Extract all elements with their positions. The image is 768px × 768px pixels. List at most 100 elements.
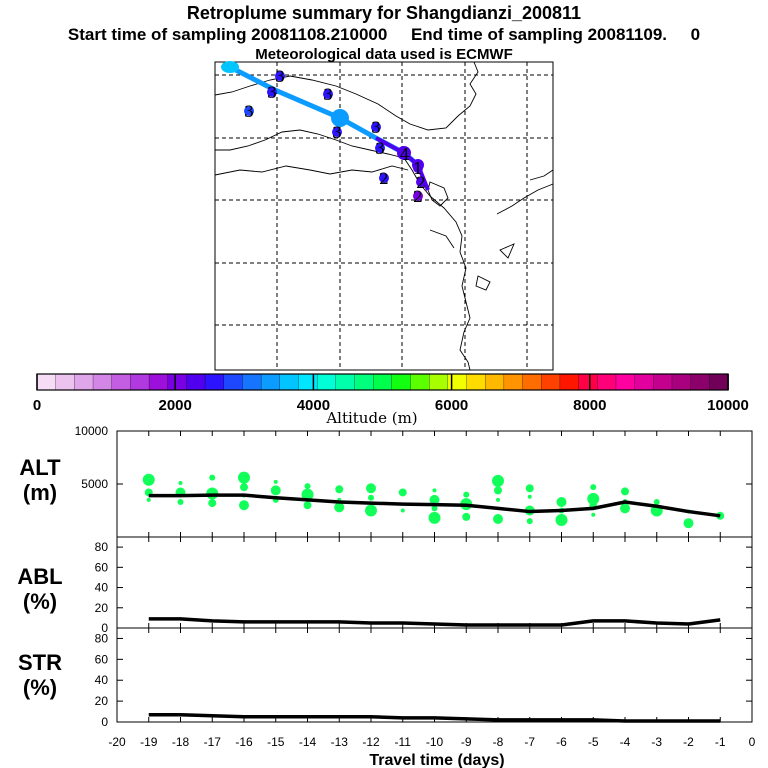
map-marker: 1 <box>413 159 423 178</box>
map-marker-dot <box>400 149 410 159</box>
colorbar-cell <box>167 373 188 391</box>
x-tick-label: -18 <box>172 735 190 749</box>
map-marker-dot <box>332 127 342 137</box>
altitude-point <box>208 499 217 508</box>
y-tick-label: 20 <box>95 694 109 708</box>
altitude-point <box>525 484 534 493</box>
panel-alt: 5000 10000 ALT(m) <box>19 424 753 538</box>
altitude-point <box>432 488 437 493</box>
panel-abl: 0 20 40 60 80 ABL(%) <box>17 536 753 635</box>
y-tick-label: 80 <box>95 540 109 554</box>
colorbar-cell <box>130 373 150 391</box>
altitude-point <box>590 484 597 491</box>
altitude-point <box>591 512 596 517</box>
series-line-abl <box>148 617 721 627</box>
map-marker-label: 3 <box>332 123 342 142</box>
colorbar-cell <box>354 373 374 391</box>
altitude-point <box>587 492 600 505</box>
colorbar-cell <box>335 373 356 391</box>
map-marker-dot <box>413 191 423 201</box>
y-tick-label: 20 <box>95 601 109 615</box>
end-time-label: End time of sampling 20081109. 0 <box>410 25 701 44</box>
map-marker-dot <box>413 163 423 173</box>
x-axis-label: Travel time (days) <box>369 752 504 768</box>
map-marker-dot <box>267 87 277 97</box>
altitude-point <box>301 488 314 501</box>
altitude-point <box>366 483 376 494</box>
x-tick-label: -19 <box>140 735 158 749</box>
altitude-point <box>334 502 345 513</box>
colorbar-cell <box>279 373 300 391</box>
altitude-colorbar: 0 2000 4000 6000 8000 10000 Altitude (m) <box>33 373 749 427</box>
x-tick-label: -10 <box>426 735 444 749</box>
colorbar-label: Altitude (m) <box>325 409 417 427</box>
map-marker-label: 2 <box>379 169 389 188</box>
altitude-point <box>335 485 344 494</box>
colorbar-cell <box>485 373 505 391</box>
colorbar-cell <box>690 373 711 391</box>
altitude-point <box>240 483 248 492</box>
map-marker-label: 2 <box>413 187 423 206</box>
y-tick-label: 60 <box>95 560 109 574</box>
altitude-point <box>270 485 281 496</box>
sampling-times: Start time of sampling 20081108.210000 E… <box>0 25 768 45</box>
altitude-point <box>431 505 438 512</box>
colorbar-cell <box>410 373 430 391</box>
y-tick-label: 80 <box>95 631 109 645</box>
colorbar-cell <box>260 373 281 391</box>
altitude-point <box>556 497 567 508</box>
map-frame <box>214 61 554 371</box>
altitude-point <box>365 504 377 517</box>
x-tick-label: -16 <box>235 735 253 749</box>
altitude-point <box>494 486 502 495</box>
altitude-point <box>683 518 694 529</box>
panel-str: 0 20 40 60 80 STR(%) <box>18 627 753 729</box>
altitude-point <box>273 479 278 484</box>
map-marker-label: 3 <box>244 102 254 121</box>
colorbar-cell <box>709 373 729 391</box>
panel-ylabel-unit: (m) <box>23 480 57 505</box>
met-data-label: Meteorological data used is ECMWF <box>255 46 513 63</box>
colorbar-cell <box>447 373 468 391</box>
map-marker-dot <box>379 173 389 183</box>
map-marker-label: 3 <box>267 83 277 102</box>
altitude-point <box>555 514 568 527</box>
colorbar-cell <box>148 373 169 391</box>
colorbar-cell <box>242 373 262 391</box>
map-marker: 3 <box>332 123 342 142</box>
x-tick-label: -3 <box>651 735 662 749</box>
x-tick-label: 0 <box>749 735 756 749</box>
map-marker: 3 <box>375 139 385 158</box>
altitude-point <box>526 518 533 525</box>
map-marker-label: 3 <box>371 118 381 137</box>
altitude-point <box>209 474 216 481</box>
colorbar-cell <box>391 373 412 391</box>
x-tick-label: -13 <box>331 735 349 749</box>
altitude-point <box>142 473 155 486</box>
map-marker-dot <box>275 71 285 81</box>
altitude-point <box>368 494 374 501</box>
map-marker-label: 4 <box>400 145 410 164</box>
time-series-panels: 500010000ALT(m)020406080ABL(%)020406080S… <box>17 424 755 768</box>
panel-ylabel-unit: (%) <box>23 675 57 700</box>
start-time-label: Start time of sampling 20081108.210000 <box>67 25 388 44</box>
colorbar-cell <box>223 373 244 391</box>
colorbar-cell <box>466 373 486 391</box>
colorbar-cell <box>111 373 132 391</box>
altitude-point <box>398 488 407 497</box>
x-tick-label: -12 <box>362 735 380 749</box>
map-marker: 3 <box>267 83 277 102</box>
altitude-point <box>303 501 312 510</box>
map-marker-dot <box>371 122 381 132</box>
x-tick-label: -2 <box>683 735 694 749</box>
map-marker-label: 3 <box>275 67 285 86</box>
panel-ylabel: STR <box>18 650 62 675</box>
map-borders <box>214 61 554 371</box>
altitude-point <box>621 487 629 496</box>
altitude-point <box>496 497 500 502</box>
altitude-point <box>463 491 470 498</box>
y-tick-label: 0 <box>101 715 108 729</box>
map-marker-dot <box>375 143 385 153</box>
map-marker: 3 <box>323 85 333 104</box>
